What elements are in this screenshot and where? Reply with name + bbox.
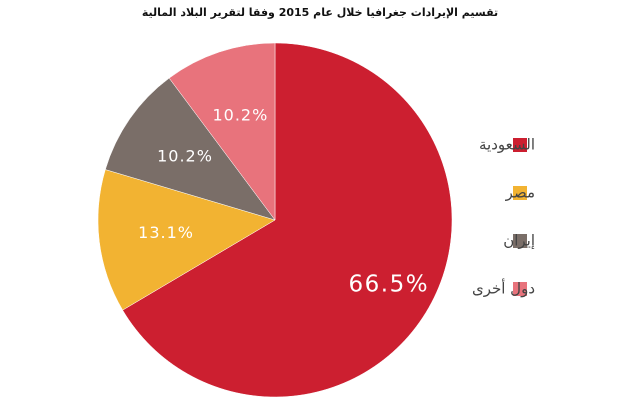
slice-value-label-1: 13.1%: [138, 223, 194, 242]
slice-labels: 66.5% 13.1% 10.2% 10.2%: [138, 105, 430, 297]
legend-label-3: دول أخرى: [472, 279, 535, 298]
pie-slice-1: [97, 169, 276, 311]
pie-slice-3: [168, 42, 276, 221]
legend-swatch-3: [513, 282, 527, 296]
slice-value-label-3: 10.2%: [212, 105, 268, 124]
pie-slice-2: [105, 77, 276, 221]
legend-label-0: السعودية: [479, 136, 535, 154]
pie-slice-0: [122, 42, 453, 398]
legend-swatch-2: [513, 234, 527, 248]
chart-title: تقسيم الإيرادات جغرافيا خلال عام 2015 وف…: [141, 6, 499, 19]
slice-value-label-0: 66.5%: [349, 271, 430, 297]
slice-value-label-2: 10.2%: [157, 147, 213, 166]
legend-label-1: مصر: [505, 184, 535, 202]
legend-label-2: إيران: [503, 232, 535, 250]
legend: السعودية مصر إيران دول أخرى: [472, 136, 535, 298]
pie-slices: [97, 42, 453, 398]
legend-swatch-1: [513, 186, 527, 200]
legend-swatch-0: [513, 138, 527, 152]
